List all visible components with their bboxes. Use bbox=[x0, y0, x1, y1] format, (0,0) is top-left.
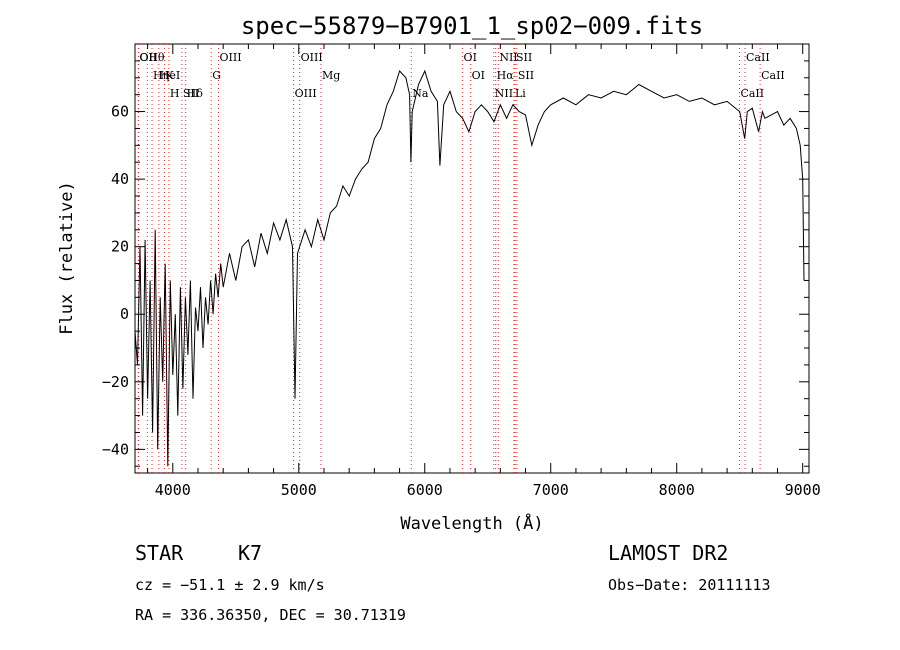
spectrum-line-0 bbox=[134, 69, 805, 467]
y-axis-ticks: −40 −20 0 20 40 60 bbox=[102, 60, 809, 467]
y-tick-label: 60 bbox=[111, 103, 129, 121]
marker-label-9: OIII bbox=[220, 51, 242, 64]
object-class: STAR bbox=[135, 541, 184, 565]
marker-label-8: H bbox=[170, 87, 180, 100]
plot-frame bbox=[134, 43, 810, 474]
x-tick-label: 8000 bbox=[659, 481, 695, 499]
y-tick-label: −20 bbox=[102, 373, 129, 391]
marker-label-14: Na bbox=[412, 87, 429, 100]
marker-label-25: CaII bbox=[761, 69, 785, 82]
spectrum-series bbox=[134, 69, 805, 467]
spectral-line-markers bbox=[137, 44, 761, 473]
marker-label-3: OII bbox=[139, 51, 157, 64]
y-axis-label: Flux (relative) bbox=[57, 181, 77, 335]
marker-label-2: Hδ bbox=[187, 87, 204, 100]
redshift-cz: cz = −51.1 ± 2.9 km/s bbox=[135, 576, 325, 594]
marker-label-18: NII bbox=[499, 51, 517, 64]
x-tick-label: 4000 bbox=[155, 481, 191, 499]
marker-label-12: OIII bbox=[301, 51, 323, 64]
x-tick-label: 5000 bbox=[281, 481, 317, 499]
marker-label-7: Hη bbox=[153, 69, 169, 82]
marker-label-16: OI bbox=[472, 69, 485, 82]
marker-label-17: NII bbox=[495, 87, 513, 100]
marker-label-1: K bbox=[165, 69, 174, 82]
y-tick-label: 40 bbox=[111, 170, 129, 188]
y-tick-label: 20 bbox=[111, 238, 129, 256]
marker-label-0: Hθ bbox=[148, 51, 165, 64]
marker-label-19: Hα bbox=[497, 69, 515, 82]
coordinates: RA = 336.36350, DEC = 30.71319 bbox=[135, 606, 406, 624]
x-tick-label: 6000 bbox=[407, 481, 443, 499]
marker-label-20: Li bbox=[515, 87, 526, 100]
marker-label-24: CaII bbox=[746, 51, 770, 64]
obs-date: Obs−Date: 20111113 bbox=[608, 576, 771, 594]
marker-label-11: OIII bbox=[295, 87, 317, 100]
marker-label-23: CaII bbox=[740, 87, 764, 100]
marker-label-15: OI bbox=[464, 51, 477, 64]
x-tick-label: 7000 bbox=[533, 481, 569, 499]
object-subclass: K7 bbox=[238, 541, 262, 565]
x-axis-ticks: 4000 5000 6000 7000 8000 9000 bbox=[147, 44, 821, 499]
y-tick-label: −40 bbox=[102, 440, 129, 458]
marker-label-4: HeI bbox=[160, 69, 180, 82]
x-tick-label: 9000 bbox=[785, 481, 821, 499]
survey-name: LAMOST DR2 bbox=[608, 541, 728, 565]
y-tick-label: 0 bbox=[120, 305, 129, 323]
marker-label-21: SII bbox=[516, 51, 532, 64]
marker-label-13: Mg bbox=[322, 69, 340, 82]
x-axis-label: Wavelength (Å) bbox=[400, 512, 543, 534]
marker-label-5: SII bbox=[183, 87, 199, 100]
marker-label-22: SII bbox=[518, 69, 534, 82]
marker-label-6: OII bbox=[140, 51, 158, 64]
marker-label-10: G bbox=[212, 69, 221, 82]
spectral-line-labels: HθKHδOIIHeISIIOIIHηHOIIIGOIIIOIIIMgNaOIO… bbox=[139, 51, 784, 100]
chart-title: spec−55879−B7901_1_sp02−009.fits bbox=[241, 12, 703, 40]
